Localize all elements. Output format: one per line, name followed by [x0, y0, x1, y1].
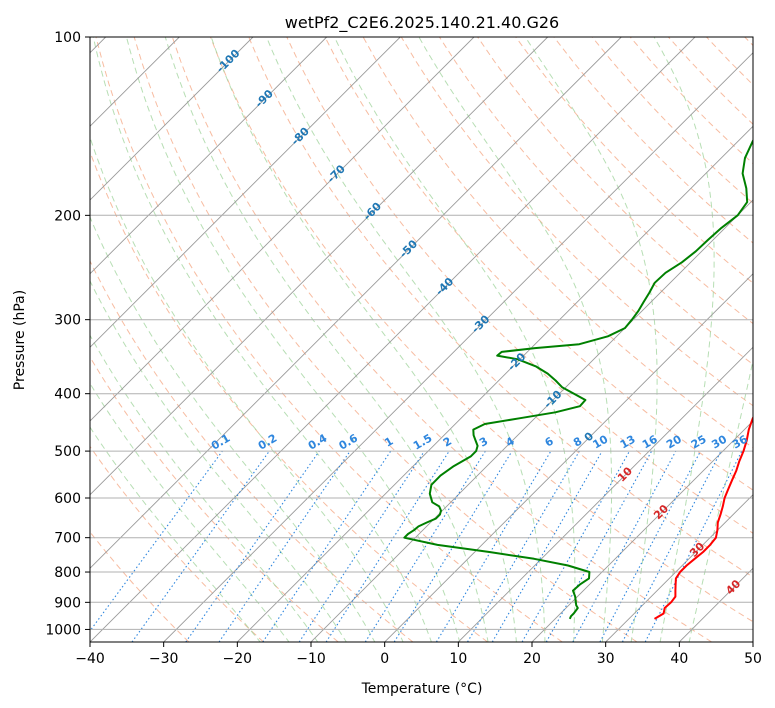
moist-adiabat: [90, 135, 404, 642]
isotherm: [531, 420, 753, 642]
x-tick-label: −10: [296, 651, 326, 667]
mixing-ratio-line: [467, 450, 580, 642]
isotherm: [90, 37, 696, 642]
isotherm: [163, 52, 753, 642]
moist-adiabat: [90, 215, 376, 642]
mixing-ratio-line: [572, 450, 677, 642]
dry-adiabat: [286, 37, 753, 534]
mixing-ratio-line: [218, 450, 351, 642]
pressure-grid: [90, 37, 753, 630]
x-tick-label: −30: [149, 651, 179, 667]
dry-adiabat: [515, 37, 753, 284]
x-tick-label: 40: [670, 651, 688, 667]
x-axis-label: Temperature (°C): [361, 681, 483, 697]
x-tick-label: 0: [380, 651, 389, 667]
moist-adiabat: [90, 426, 261, 642]
mixing-ratio-line: [435, 450, 552, 642]
dry-adiabat: [171, 37, 712, 642]
isotherm: [90, 37, 328, 275]
moist-adiabat: [164, 37, 489, 642]
mixing-ratio-line: [185, 450, 320, 642]
dewpoint-profile: [403, 138, 753, 620]
isotherm: [90, 37, 549, 496]
moist-adiabat: [90, 334, 319, 642]
y-axis-ticks: 100 200 300 400 500 600 700 800 900 1000: [45, 30, 90, 638]
x-axis-ticks: −40 −30 −20 −10 0 10 20 30 40 50: [75, 642, 762, 667]
mixing-ratio-line: [545, 450, 653, 642]
mixing-ratio-line: [364, 450, 486, 642]
y-tick-label: 1000: [45, 622, 81, 638]
y-tick-label: 300: [54, 313, 81, 329]
isotherm: [236, 125, 753, 642]
isotherm: [605, 494, 753, 642]
isotherm: [90, 37, 622, 569]
dry-adiabat: [210, 37, 753, 623]
chart-title: wetPf2_C2E6.2025.140.21.40.G26: [285, 13, 559, 33]
x-tick-label: 50: [744, 651, 762, 667]
dry-adiabat: [248, 37, 753, 578]
moist-adiabat: [688, 358, 753, 642]
isotherm: [90, 37, 401, 348]
isotherm: [457, 346, 753, 642]
y-tick-label: 600: [54, 491, 81, 507]
y-tick-label: 800: [54, 565, 81, 581]
x-tick-label: −20: [223, 651, 253, 667]
dry-adiabat: [90, 259, 414, 642]
moist-adiabat: [90, 382, 290, 642]
moist-adiabat: [210, 37, 518, 642]
isotherm: [90, 37, 475, 422]
plot-frame: [89, 36, 754, 643]
y-axis-label: Pressure (hPa): [12, 290, 28, 390]
y-tick-label: 400: [54, 387, 81, 403]
isotherm: [384, 273, 753, 642]
x-tick-label: 10: [449, 651, 467, 667]
dry-adiabat: [90, 445, 264, 642]
sounding-profiles: [403, 138, 753, 620]
moist-adiabat: [653, 37, 715, 642]
moist-adiabat: [92, 37, 432, 642]
x-tick-label: 20: [523, 651, 541, 667]
moist-adiabat: [126, 37, 461, 642]
dry-adiabat: [95, 37, 563, 642]
mixing-ratio-line: [325, 450, 450, 642]
isotherm: [90, 37, 254, 201]
dry-adiabat: [90, 356, 339, 642]
y-tick-label: 200: [54, 208, 81, 224]
y-tick-label: 100: [54, 30, 81, 46]
mixing-ratio-line: [491, 450, 603, 642]
temperature-profile: [653, 415, 753, 620]
isotherm: [310, 199, 753, 642]
moist-adiabat: [266, 37, 546, 642]
y-tick-label: 900: [54, 595, 81, 611]
dry-adiabat: [324, 37, 753, 491]
y-tick-label: 500: [54, 444, 81, 460]
y-tick-label: 700: [54, 531, 81, 547]
x-tick-label: 30: [597, 651, 615, 667]
x-tick-label: −40: [75, 651, 105, 667]
moist-adiabat: [524, 37, 658, 642]
mixing-ratio-line: [521, 450, 630, 642]
